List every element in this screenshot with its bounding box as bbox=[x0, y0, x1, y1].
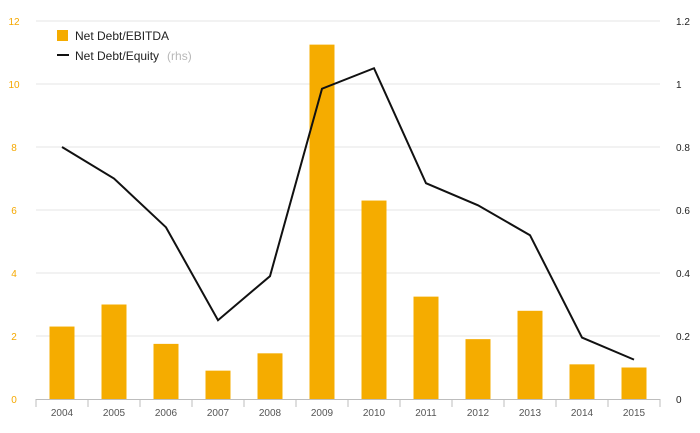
y-left-tick-label: 12 bbox=[8, 17, 20, 28]
x-tick-label: 2008 bbox=[259, 408, 282, 419]
y-left-tick-label: 8 bbox=[11, 143, 17, 154]
bar bbox=[153, 343, 179, 399]
y-left-tick-label: 2 bbox=[11, 332, 17, 343]
bar bbox=[49, 326, 75, 399]
legend-swatch-net-debt-ebitda bbox=[57, 30, 68, 41]
x-tick-label: 2013 bbox=[519, 408, 542, 419]
y-right-tick-label: 0 bbox=[676, 395, 682, 406]
x-tick-label: 2012 bbox=[467, 408, 490, 419]
y-left-tick-label: 10 bbox=[8, 80, 20, 91]
y-right-tick-label: 0.2 bbox=[676, 332, 690, 343]
bar bbox=[517, 310, 543, 399]
x-tick-label: 2006 bbox=[155, 408, 178, 419]
y-right-tick-label: 0.6 bbox=[676, 206, 690, 217]
gridlines bbox=[36, 20, 660, 337]
bar bbox=[205, 370, 231, 399]
x-tick-label: 2009 bbox=[311, 408, 334, 419]
x-tick-label: 2004 bbox=[51, 408, 74, 419]
y-right-tick-label: 1 bbox=[676, 80, 682, 91]
bar bbox=[413, 296, 439, 399]
y-right-tick-label: 1.2 bbox=[676, 17, 690, 28]
bar bbox=[101, 304, 127, 399]
x-tick-label: 2010 bbox=[363, 408, 386, 419]
bar bbox=[361, 200, 387, 399]
bar bbox=[569, 364, 595, 399]
x-tick-label: 2015 bbox=[623, 408, 646, 419]
series-line-net-debt-equity bbox=[61, 66, 635, 361]
line-series bbox=[61, 66, 635, 361]
y-right-tick-label: 0.4 bbox=[676, 269, 690, 280]
bar-series bbox=[49, 44, 647, 399]
y-right-tick-label: 0.8 bbox=[676, 143, 690, 154]
bar bbox=[257, 353, 283, 399]
y-left-tick-label: 6 bbox=[11, 206, 17, 217]
bar bbox=[309, 44, 335, 399]
bar bbox=[621, 367, 647, 399]
y-left-tick-label: 4 bbox=[11, 269, 17, 280]
x-tick-label: 2011 bbox=[415, 408, 437, 419]
x-tick-label: 2007 bbox=[207, 408, 230, 419]
x-tick-label: 2014 bbox=[571, 408, 594, 419]
legend: Net Debt/EBITDA Net Debt/Equity (rhs) bbox=[57, 29, 192, 64]
x-tick-label: 2005 bbox=[103, 408, 126, 419]
bar bbox=[465, 339, 491, 399]
axes: 0 0 2 0.2 4 0.4 6 0.6 8 0.8 10 1 12 1.2 2004 2005 2006 20… bbox=[8, 17, 690, 419]
legend-label-net-debt-equity: Net Debt/Equity (rhs) bbox=[75, 47, 192, 64]
legend-label-net-debt-ebitda: Net Debt/EBITDA bbox=[75, 29, 169, 43]
y-left-tick-label: 0 bbox=[11, 395, 17, 406]
